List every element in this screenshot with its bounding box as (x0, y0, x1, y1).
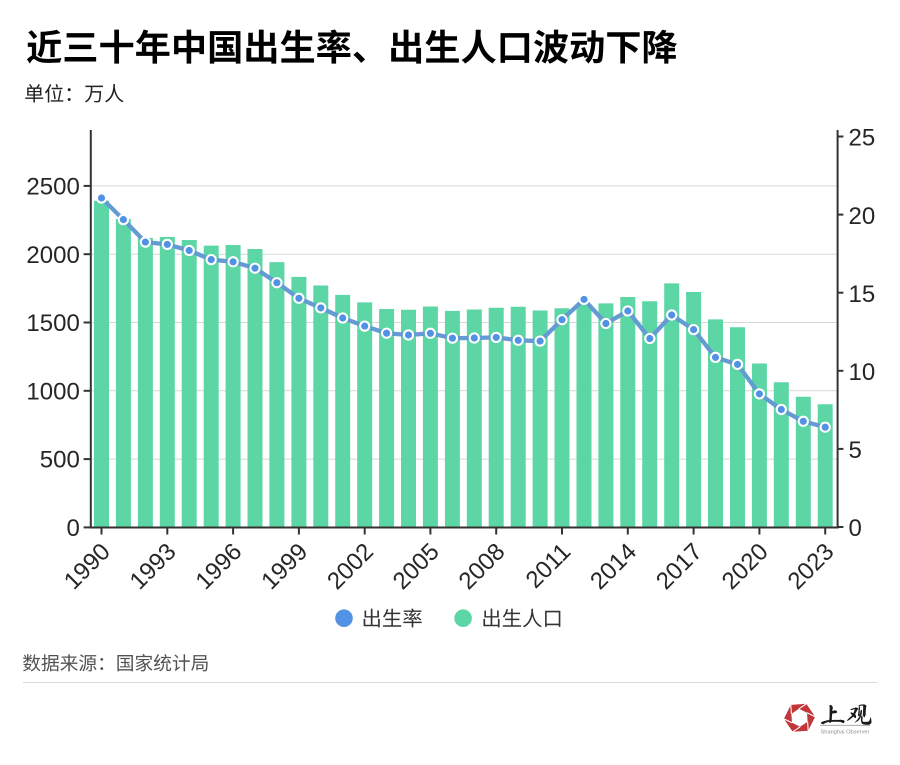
svg-text:0: 0 (849, 515, 862, 542)
svg-text:1500: 1500 (26, 310, 79, 337)
svg-text:20: 20 (849, 203, 876, 230)
svg-text:2000: 2000 (26, 242, 79, 269)
svg-text:2500: 2500 (26, 174, 79, 201)
svg-text:500: 500 (40, 447, 80, 474)
svg-text:5: 5 (849, 437, 862, 464)
svg-text:0: 0 (66, 515, 79, 542)
svg-text:1000: 1000 (26, 378, 79, 405)
svg-text:Shanghai Observer: Shanghai Observer (820, 730, 869, 736)
svg-text:15: 15 (849, 281, 876, 308)
svg-text:10: 10 (849, 359, 876, 386)
svg-text:25: 25 (849, 125, 876, 152)
